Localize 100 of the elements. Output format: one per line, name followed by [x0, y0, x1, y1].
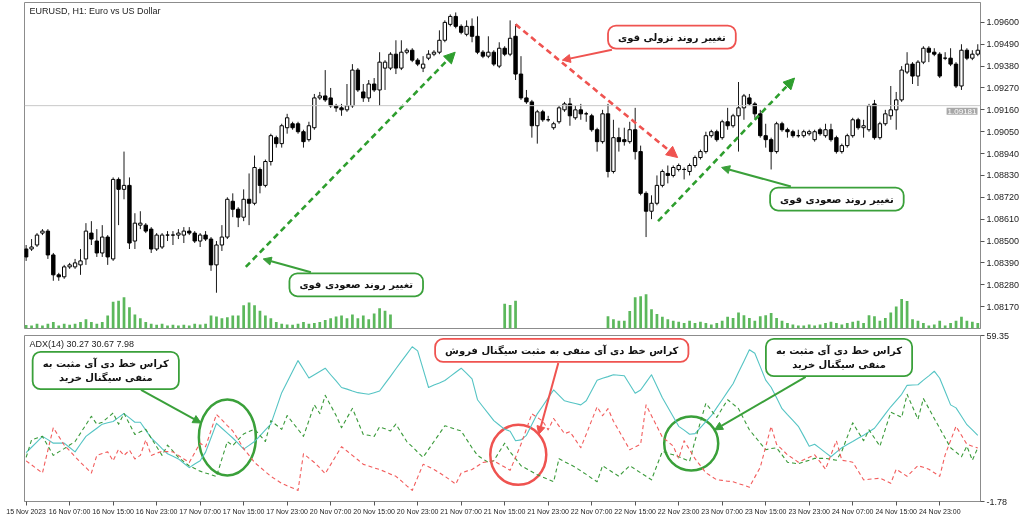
bar — [236, 315, 240, 329]
bar — [100, 322, 104, 329]
bar — [187, 325, 191, 329]
bar — [922, 323, 925, 329]
bar — [889, 312, 893, 329]
bar — [302, 322, 305, 329]
bar — [340, 315, 343, 329]
bar — [242, 305, 246, 329]
bar — [775, 317, 778, 329]
bar — [758, 316, 762, 329]
bar — [699, 321, 702, 329]
bar — [737, 312, 740, 329]
chart-title: ADX(14) 30.27 30.67 7.98 — [29, 338, 135, 349]
bar — [677, 321, 681, 329]
bar — [661, 316, 664, 329]
bar — [873, 316, 876, 329]
bar — [840, 324, 844, 329]
bar — [51, 322, 55, 329]
bar — [204, 323, 207, 329]
bar — [128, 307, 131, 329]
bar — [856, 320, 860, 329]
bar — [95, 323, 99, 329]
bar — [193, 323, 197, 329]
bar — [264, 315, 267, 329]
bar — [932, 324, 936, 329]
bar — [166, 325, 169, 329]
annotation: کراس خط دی آی مثبت به منفی سیگنال خرید — [42, 356, 170, 385]
bar — [361, 315, 365, 329]
bar — [943, 325, 947, 329]
bar — [628, 311, 632, 329]
bar — [285, 324, 289, 329]
bar — [155, 324, 158, 329]
annotation: کراس خط دی آی مثبت به منفی سیگنال خرید — [775, 343, 903, 372]
bar — [976, 323, 980, 329]
bar — [612, 319, 615, 329]
annotation: کراس خط دی آی منفی به مثبت سیگنال فروش — [445, 343, 679, 357]
bar — [666, 319, 670, 329]
bar — [927, 325, 931, 329]
bar — [949, 323, 952, 329]
bar — [938, 320, 942, 329]
bar — [720, 320, 724, 329]
bar — [215, 316, 218, 329]
bar — [650, 309, 653, 329]
bar — [269, 318, 273, 329]
bar — [323, 319, 327, 329]
bar — [748, 317, 751, 329]
bar — [274, 322, 278, 329]
bar — [291, 324, 294, 329]
bar — [786, 323, 789, 329]
y-tick-label: -1.78 — [986, 496, 1008, 507]
bar — [960, 316, 963, 329]
bar — [389, 314, 392, 329]
bar — [68, 324, 71, 329]
bar — [253, 305, 256, 329]
bar — [106, 315, 110, 329]
bar — [894, 306, 898, 329]
bar — [796, 325, 800, 329]
bar — [177, 325, 180, 329]
bar — [835, 323, 838, 329]
bar — [688, 320, 691, 329]
bar — [138, 318, 142, 329]
bar — [715, 323, 719, 329]
bar — [764, 315, 768, 329]
y-tick-label: 59.35 — [986, 330, 1010, 341]
bar — [351, 314, 354, 329]
bar — [372, 313, 376, 329]
bar — [851, 321, 855, 329]
bar — [318, 322, 322, 329]
bar — [62, 323, 66, 329]
bar — [911, 319, 914, 329]
bar — [622, 320, 626, 329]
bar — [90, 322, 93, 329]
bar — [144, 322, 148, 329]
bar — [329, 318, 333, 329]
bar — [813, 325, 816, 329]
bar — [970, 321, 974, 329]
bar — [280, 323, 284, 329]
bar — [367, 319, 371, 329]
bar — [824, 323, 827, 329]
bar — [807, 324, 811, 329]
bar — [225, 317, 229, 329]
bar — [57, 325, 61, 329]
bar — [378, 308, 381, 329]
bar — [231, 315, 235, 329]
bar — [503, 303, 507, 329]
bar — [709, 324, 713, 329]
bar — [41, 325, 44, 329]
bar — [671, 320, 675, 329]
bar — [802, 325, 806, 329]
bar — [726, 316, 729, 329]
bar — [30, 325, 33, 329]
bar — [79, 322, 82, 329]
bar — [753, 320, 757, 329]
bar — [845, 323, 849, 329]
bar — [198, 324, 202, 329]
bar — [149, 323, 153, 329]
bar — [356, 318, 360, 329]
bar — [312, 323, 316, 329]
bar — [883, 317, 887, 329]
bar — [862, 323, 865, 329]
